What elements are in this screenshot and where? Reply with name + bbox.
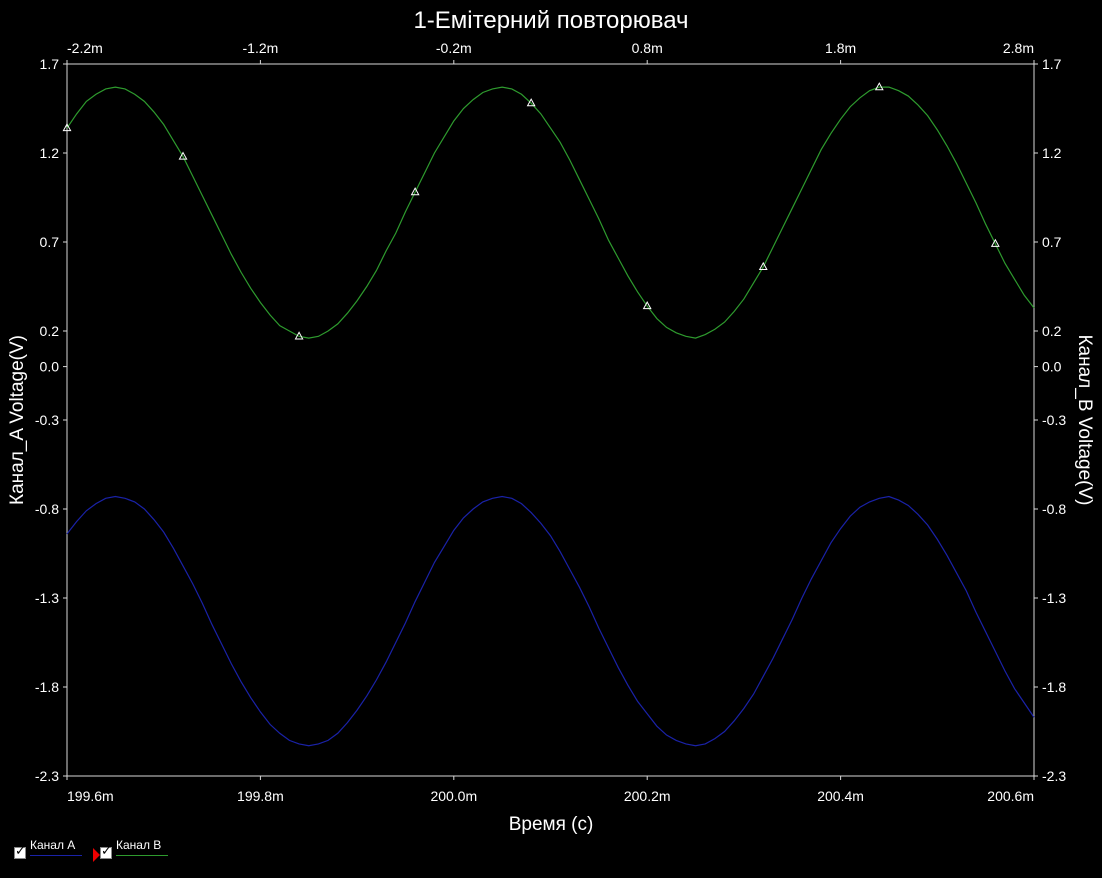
check-icon: ✓ (101, 844, 112, 859)
y-tick-label-left: -1.3 (35, 590, 59, 606)
y-tick-label-right: -0.3 (1042, 412, 1066, 428)
y-tick-label-right: -1.8 (1042, 679, 1066, 695)
x-tick-label: 200.6m (987, 788, 1034, 804)
legend-marker-arrow-icon (93, 848, 100, 862)
series-line-channel-a (66, 495, 1035, 747)
y-tick-label-left: -2.3 (35, 768, 59, 784)
y-tick-label-left: -0.8 (35, 501, 59, 517)
y-tick-label-left: 1.7 (40, 56, 60, 72)
series-line-channel-b (66, 86, 1035, 339)
legend-item-channel-a[interactable]: ✓ Канал A (14, 838, 100, 864)
x-tick-label: 200.4m (817, 788, 864, 804)
top-axis-ticks: -2.2m -1.2m -0.2m 0.8m 1.8m 2.8m (66, 40, 1035, 64)
series-marker-triangle (642, 301, 652, 310)
series-marker-triangle (526, 98, 536, 107)
x-tick-label: 199.8m (237, 788, 284, 804)
x-axis-label: Время (с) (509, 814, 594, 835)
right-axis-ticks: 1.7 1.2 0.7 0.2 0.0 -0.3 -0.8 -1.3 -1.8 -2.3 (1034, 56, 1066, 784)
y-tick-label-right: -0.8 (1042, 501, 1066, 517)
plot-area[interactable] (66, 63, 1035, 777)
legend-swatch-channel-b (116, 855, 168, 856)
x2-tick-label: 2.8m (1003, 40, 1034, 56)
y-tick-label-left: -1.8 (35, 679, 59, 695)
y-tick-label-left: 0.2 (40, 323, 60, 339)
series-marker-triangle (410, 187, 420, 196)
y-axis-label-left: Канал_A Voltage(V) (7, 335, 28, 505)
y-tick-label-right: 1.2 (1042, 145, 1062, 161)
legend-label-channel-a: Канал A (30, 838, 76, 852)
chart-title: 1-Емітерний повторювач (413, 7, 688, 34)
x-tick-label: 200.0m (430, 788, 477, 804)
series-marker-triangle (294, 331, 304, 340)
y-tick-label-right: -1.3 (1042, 590, 1066, 606)
x2-tick-label: 1.8m (825, 40, 856, 56)
y-tick-label-left: -0.3 (35, 412, 59, 428)
series-marker-triangle (874, 82, 884, 91)
left-axis-ticks: 1.7 1.2 0.7 0.2 0.0 -0.3 -0.8 -1.3 -1.8 -2.3 (35, 56, 67, 784)
x2-tick-label: -1.2m (243, 40, 279, 56)
channel-b-checkbox[interactable]: ✓ (100, 844, 112, 859)
y-tick-label-left: 1.2 (40, 145, 60, 161)
legend-swatch-channel-a (30, 855, 82, 856)
channel-a-checkbox[interactable]: ✓ (14, 844, 26, 859)
series-marker-triangle (990, 238, 1000, 247)
y-tick-label-right: 0.0 (1042, 359, 1062, 375)
y-tick-label-left: 0.7 (40, 234, 60, 250)
series-marker-triangle (178, 151, 188, 160)
x2-tick-label: -0.2m (436, 40, 472, 56)
y-axis-label-right: Канал_B Voltage(V) (1074, 334, 1095, 505)
legend-label-channel-b: Канал B (116, 838, 162, 852)
x2-tick-label: 0.8m (632, 40, 663, 56)
y-tick-label-right: 0.2 (1042, 323, 1062, 339)
check-icon: ✓ (15, 844, 26, 859)
series-marker-triangle (62, 123, 72, 132)
bottom-axis-ticks: 199.6m 199.8m 200.0m 200.2m 200.4m 200.6m (66, 776, 1035, 804)
x-tick-label: 200.2m (624, 788, 671, 804)
y-tick-label-left: 0.0 (40, 359, 60, 375)
series-layer (62, 82, 1035, 747)
y-tick-label-right: -2.3 (1042, 768, 1066, 784)
legend-item-channel-b[interactable]: ✓ Канал B (100, 838, 180, 864)
x-tick-label: 199.6m (67, 788, 114, 804)
y-tick-label-right: 0.7 (1042, 234, 1062, 250)
series-marker-triangle (758, 261, 768, 271)
x2-tick-label: -2.2m (67, 40, 103, 56)
y-tick-label-right: 1.7 (1042, 56, 1062, 72)
